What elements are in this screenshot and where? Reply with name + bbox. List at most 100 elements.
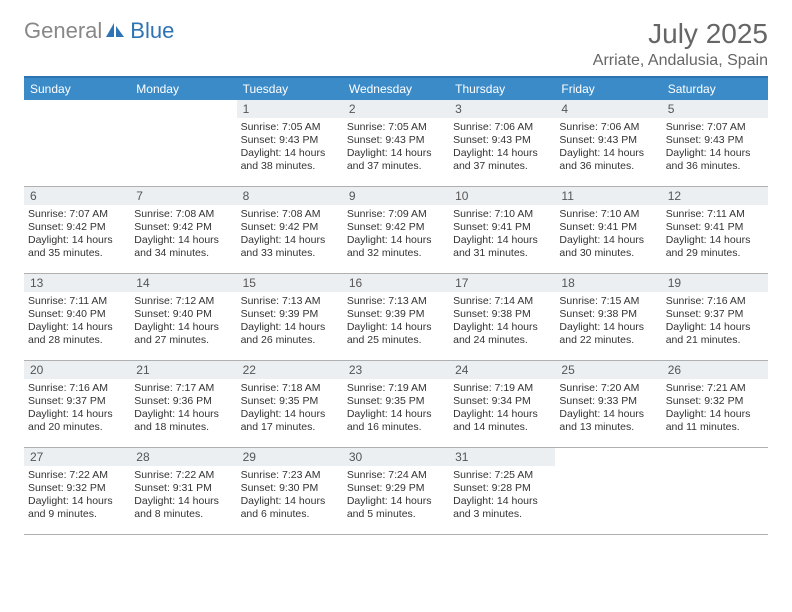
sunset-text: Sunset: 9:41 PM bbox=[666, 221, 764, 234]
title-block: July 2025 Arriate, Andalusia, Spain bbox=[593, 18, 768, 70]
day-number: 5 bbox=[662, 100, 768, 118]
day-body: Sunrise: 7:22 AMSunset: 9:32 PMDaylight:… bbox=[24, 466, 130, 525]
week-row: 27Sunrise: 7:22 AMSunset: 9:32 PMDayligh… bbox=[24, 448, 768, 535]
day-number: 2 bbox=[343, 100, 449, 118]
daylight-text: Daylight: 14 hours and 3 minutes. bbox=[453, 495, 551, 521]
sunset-text: Sunset: 9:40 PM bbox=[134, 308, 232, 321]
day-cell: 30Sunrise: 7:24 AMSunset: 9:29 PMDayligh… bbox=[343, 448, 449, 534]
daylight-text: Daylight: 14 hours and 8 minutes. bbox=[134, 495, 232, 521]
logo-text-blue: Blue bbox=[130, 18, 174, 44]
sunrise-text: Sunrise: 7:06 AM bbox=[453, 121, 551, 134]
day-number: 28 bbox=[130, 448, 236, 466]
day-cell: 15Sunrise: 7:13 AMSunset: 9:39 PMDayligh… bbox=[237, 274, 343, 360]
weekday-header: Saturday bbox=[662, 78, 768, 100]
sunset-text: Sunset: 9:43 PM bbox=[347, 134, 445, 147]
day-body: Sunrise: 7:09 AMSunset: 9:42 PMDaylight:… bbox=[343, 205, 449, 264]
sunrise-text: Sunrise: 7:08 AM bbox=[241, 208, 339, 221]
sunset-text: Sunset: 9:43 PM bbox=[241, 134, 339, 147]
sunset-text: Sunset: 9:42 PM bbox=[28, 221, 126, 234]
sunset-text: Sunset: 9:43 PM bbox=[666, 134, 764, 147]
day-number: 7 bbox=[130, 187, 236, 205]
day-number: 4 bbox=[555, 100, 661, 118]
sunrise-text: Sunrise: 7:15 AM bbox=[559, 295, 657, 308]
sunrise-text: Sunrise: 7:05 AM bbox=[347, 121, 445, 134]
sunset-text: Sunset: 9:35 PM bbox=[347, 395, 445, 408]
weekday-header: Wednesday bbox=[343, 78, 449, 100]
day-cell: 20Sunrise: 7:16 AMSunset: 9:37 PMDayligh… bbox=[24, 361, 130, 447]
daylight-text: Daylight: 14 hours and 37 minutes. bbox=[347, 147, 445, 173]
header: General Blue July 2025 Arriate, Andalusi… bbox=[24, 18, 768, 70]
sunset-text: Sunset: 9:40 PM bbox=[28, 308, 126, 321]
daylight-text: Daylight: 14 hours and 37 minutes. bbox=[453, 147, 551, 173]
day-number: 14 bbox=[130, 274, 236, 292]
day-body: Sunrise: 7:13 AMSunset: 9:39 PMDaylight:… bbox=[237, 292, 343, 351]
sunrise-text: Sunrise: 7:14 AM bbox=[453, 295, 551, 308]
sunset-text: Sunset: 9:37 PM bbox=[666, 308, 764, 321]
sunrise-text: Sunrise: 7:25 AM bbox=[453, 469, 551, 482]
day-cell bbox=[24, 100, 130, 186]
daylight-text: Daylight: 14 hours and 21 minutes. bbox=[666, 321, 764, 347]
sunset-text: Sunset: 9:42 PM bbox=[347, 221, 445, 234]
sunrise-text: Sunrise: 7:11 AM bbox=[666, 208, 764, 221]
day-cell: 27Sunrise: 7:22 AMSunset: 9:32 PMDayligh… bbox=[24, 448, 130, 534]
day-body: Sunrise: 7:20 AMSunset: 9:33 PMDaylight:… bbox=[555, 379, 661, 438]
day-number: 24 bbox=[449, 361, 555, 379]
sunrise-text: Sunrise: 7:10 AM bbox=[559, 208, 657, 221]
day-number: 6 bbox=[24, 187, 130, 205]
day-cell bbox=[555, 448, 661, 534]
sunrise-text: Sunrise: 7:11 AM bbox=[28, 295, 126, 308]
daylight-text: Daylight: 14 hours and 20 minutes. bbox=[28, 408, 126, 434]
sunset-text: Sunset: 9:41 PM bbox=[559, 221, 657, 234]
day-number: 20 bbox=[24, 361, 130, 379]
day-cell: 4Sunrise: 7:06 AMSunset: 9:43 PMDaylight… bbox=[555, 100, 661, 186]
day-cell: 23Sunrise: 7:19 AMSunset: 9:35 PMDayligh… bbox=[343, 361, 449, 447]
day-number: 25 bbox=[555, 361, 661, 379]
day-cell bbox=[130, 100, 236, 186]
day-body: Sunrise: 7:08 AMSunset: 9:42 PMDaylight:… bbox=[237, 205, 343, 264]
week-row: 13Sunrise: 7:11 AMSunset: 9:40 PMDayligh… bbox=[24, 274, 768, 361]
logo: General Blue bbox=[24, 18, 174, 44]
day-body: Sunrise: 7:19 AMSunset: 9:34 PMDaylight:… bbox=[449, 379, 555, 438]
day-cell: 24Sunrise: 7:19 AMSunset: 9:34 PMDayligh… bbox=[449, 361, 555, 447]
daylight-text: Daylight: 14 hours and 14 minutes. bbox=[453, 408, 551, 434]
day-body: Sunrise: 7:24 AMSunset: 9:29 PMDaylight:… bbox=[343, 466, 449, 525]
sunrise-text: Sunrise: 7:12 AM bbox=[134, 295, 232, 308]
sunset-text: Sunset: 9:43 PM bbox=[453, 134, 551, 147]
day-number: 23 bbox=[343, 361, 449, 379]
calendar: Sunday Monday Tuesday Wednesday Thursday… bbox=[24, 76, 768, 535]
daylight-text: Daylight: 14 hours and 29 minutes. bbox=[666, 234, 764, 260]
day-body: Sunrise: 7:23 AMSunset: 9:30 PMDaylight:… bbox=[237, 466, 343, 525]
day-number: 16 bbox=[343, 274, 449, 292]
day-body: Sunrise: 7:21 AMSunset: 9:32 PMDaylight:… bbox=[662, 379, 768, 438]
sunset-text: Sunset: 9:32 PM bbox=[666, 395, 764, 408]
day-number: 18 bbox=[555, 274, 661, 292]
day-body: Sunrise: 7:18 AMSunset: 9:35 PMDaylight:… bbox=[237, 379, 343, 438]
sunrise-text: Sunrise: 7:17 AM bbox=[134, 382, 232, 395]
sunrise-text: Sunrise: 7:16 AM bbox=[666, 295, 764, 308]
day-body: Sunrise: 7:11 AMSunset: 9:40 PMDaylight:… bbox=[24, 292, 130, 351]
day-number: 29 bbox=[237, 448, 343, 466]
sunset-text: Sunset: 9:39 PM bbox=[241, 308, 339, 321]
day-body: Sunrise: 7:11 AMSunset: 9:41 PMDaylight:… bbox=[662, 205, 768, 264]
day-cell: 1Sunrise: 7:05 AMSunset: 9:43 PMDaylight… bbox=[237, 100, 343, 186]
sunrise-text: Sunrise: 7:13 AM bbox=[347, 295, 445, 308]
daylight-text: Daylight: 14 hours and 26 minutes. bbox=[241, 321, 339, 347]
sunset-text: Sunset: 9:28 PM bbox=[453, 482, 551, 495]
sunset-text: Sunset: 9:36 PM bbox=[134, 395, 232, 408]
day-cell: 13Sunrise: 7:11 AMSunset: 9:40 PMDayligh… bbox=[24, 274, 130, 360]
week-row: 20Sunrise: 7:16 AMSunset: 9:37 PMDayligh… bbox=[24, 361, 768, 448]
sunrise-text: Sunrise: 7:21 AM bbox=[666, 382, 764, 395]
day-body: Sunrise: 7:05 AMSunset: 9:43 PMDaylight:… bbox=[343, 118, 449, 177]
weekday-header-row: Sunday Monday Tuesday Wednesday Thursday… bbox=[24, 78, 768, 100]
daylight-text: Daylight: 14 hours and 33 minutes. bbox=[241, 234, 339, 260]
day-number: 26 bbox=[662, 361, 768, 379]
day-cell: 11Sunrise: 7:10 AMSunset: 9:41 PMDayligh… bbox=[555, 187, 661, 273]
day-body: Sunrise: 7:13 AMSunset: 9:39 PMDaylight:… bbox=[343, 292, 449, 351]
weekday-header: Tuesday bbox=[237, 78, 343, 100]
daylight-text: Daylight: 14 hours and 5 minutes. bbox=[347, 495, 445, 521]
sunrise-text: Sunrise: 7:13 AM bbox=[241, 295, 339, 308]
day-number: 10 bbox=[449, 187, 555, 205]
daylight-text: Daylight: 14 hours and 18 minutes. bbox=[134, 408, 232, 434]
daylight-text: Daylight: 14 hours and 36 minutes. bbox=[666, 147, 764, 173]
sunset-text: Sunset: 9:43 PM bbox=[559, 134, 657, 147]
